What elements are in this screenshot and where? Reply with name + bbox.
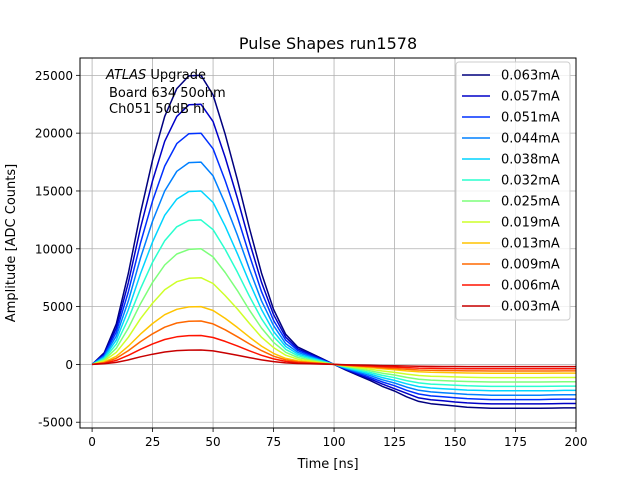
legend-label: 0.006mA (501, 279, 560, 294)
svg-text:ATLAS Upgrade: ATLAS Upgrade (105, 68, 206, 83)
legend-label: 0.025mA (501, 195, 560, 210)
legend-label: 0.019mA (501, 216, 560, 231)
x-tick-label: 50 (205, 435, 220, 449)
y-tick-label: 20000 (35, 127, 73, 141)
annotation-board: Board 634 50ohm (109, 86, 226, 101)
x-axis-label: Time [ns] (296, 457, 358, 472)
chart-title: Pulse Shapes run1578 (239, 34, 417, 53)
x-tick-label: 150 (444, 435, 467, 449)
legend-label: 0.032mA (501, 174, 560, 189)
x-tick-label: 100 (323, 435, 346, 449)
x-tick-label: 125 (383, 435, 406, 449)
x-tick-label: 200 (565, 435, 588, 449)
legend-label: 0.057mA (501, 90, 560, 105)
y-tick-label: 25000 (35, 69, 73, 83)
y-tick-label: 5000 (42, 300, 73, 314)
legend-label: 0.013mA (501, 237, 560, 252)
legend-label: 0.044mA (501, 132, 560, 147)
y-axis-label: Amplitude [ADC Counts] (4, 164, 19, 322)
plot-frame (79, 57, 577, 429)
legend-box (455, 61, 571, 321)
x-tick-label: 25 (145, 435, 160, 449)
annotation-atlas: ATLAS (105, 68, 146, 83)
axis-ticks: 0 25 50 75 100 125 150 175 200 -5000 0 5000 10000 150… (35, 69, 588, 449)
legend-label: 0.063mA (501, 69, 560, 84)
y-tick-label: -5000 (38, 416, 73, 430)
y-tick-label: 0 (65, 358, 73, 372)
x-tick-label: 0 (88, 435, 96, 449)
x-tick-label: 175 (504, 435, 527, 449)
legend: 0.063mA 0.057mA 0.051mA 0.044mA 0.038mA 0.032… (455, 61, 571, 321)
series-line-0.003mA (92, 349, 576, 368)
legend-label: 0.009mA (501, 258, 560, 273)
annotation-upgrade: Upgrade (146, 68, 206, 83)
y-tick-label: 15000 (35, 184, 73, 198)
legend-label: 0.038mA (501, 153, 560, 168)
annotation-channel: Ch051 50dB hi (109, 102, 205, 117)
y-tick-label: 10000 (35, 242, 73, 256)
legend-label: 0.051mA (501, 111, 560, 126)
x-tick-label: 75 (266, 435, 281, 449)
series-lines (91, 74, 576, 410)
plot-annotation: ATLAS Upgrade Board 634 50ohm Ch051 50dB… (105, 68, 226, 117)
legend-label: 0.003mA (501, 300, 560, 315)
